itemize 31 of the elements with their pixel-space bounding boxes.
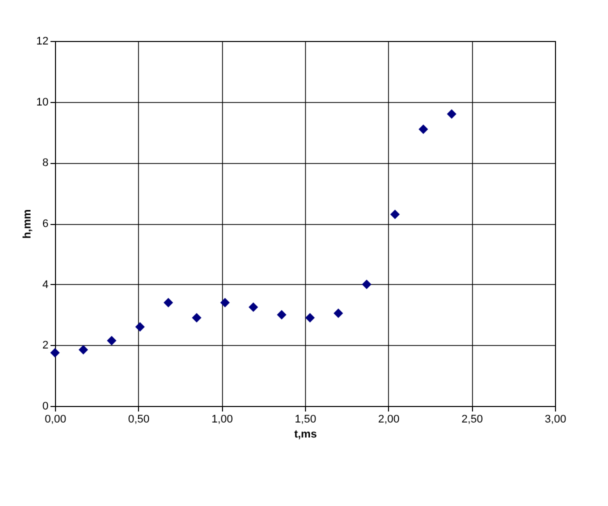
point — [50, 348, 60, 358]
y-tick-label: 6 — [42, 218, 48, 230]
y-tick-label: 10 — [36, 96, 48, 108]
point — [276, 310, 286, 320]
point — [334, 308, 344, 318]
x-tick-label: 2,50 — [461, 414, 483, 426]
point — [78, 344, 88, 354]
point — [106, 336, 116, 346]
point — [390, 210, 400, 220]
point — [164, 298, 174, 308]
point — [248, 302, 258, 312]
x-tick-label: 2,00 — [378, 414, 400, 426]
x-tick-label: 0,50 — [128, 414, 150, 426]
point — [220, 298, 230, 308]
point — [192, 313, 202, 323]
x-tick-label: 0,00 — [44, 414, 66, 426]
y-tick-label: 0 — [42, 400, 48, 412]
point — [305, 313, 315, 323]
x-tick-label: 3,00 — [544, 414, 566, 426]
point — [418, 124, 428, 134]
y-tick-label: 8 — [42, 157, 48, 170]
point — [135, 322, 145, 332]
y-tick-label: 12 — [36, 36, 48, 48]
y-tick-label: 2 — [42, 340, 48, 352]
x-axis-title: t,ms — [294, 428, 317, 440]
x-tick-label: 1,00 — [211, 414, 233, 426]
point — [362, 280, 372, 290]
y-axis-title: h,mm — [21, 209, 34, 239]
point — [446, 109, 456, 119]
x-tick-label: 1,50 — [294, 414, 316, 426]
y-tick-label: 4 — [42, 278, 48, 291]
